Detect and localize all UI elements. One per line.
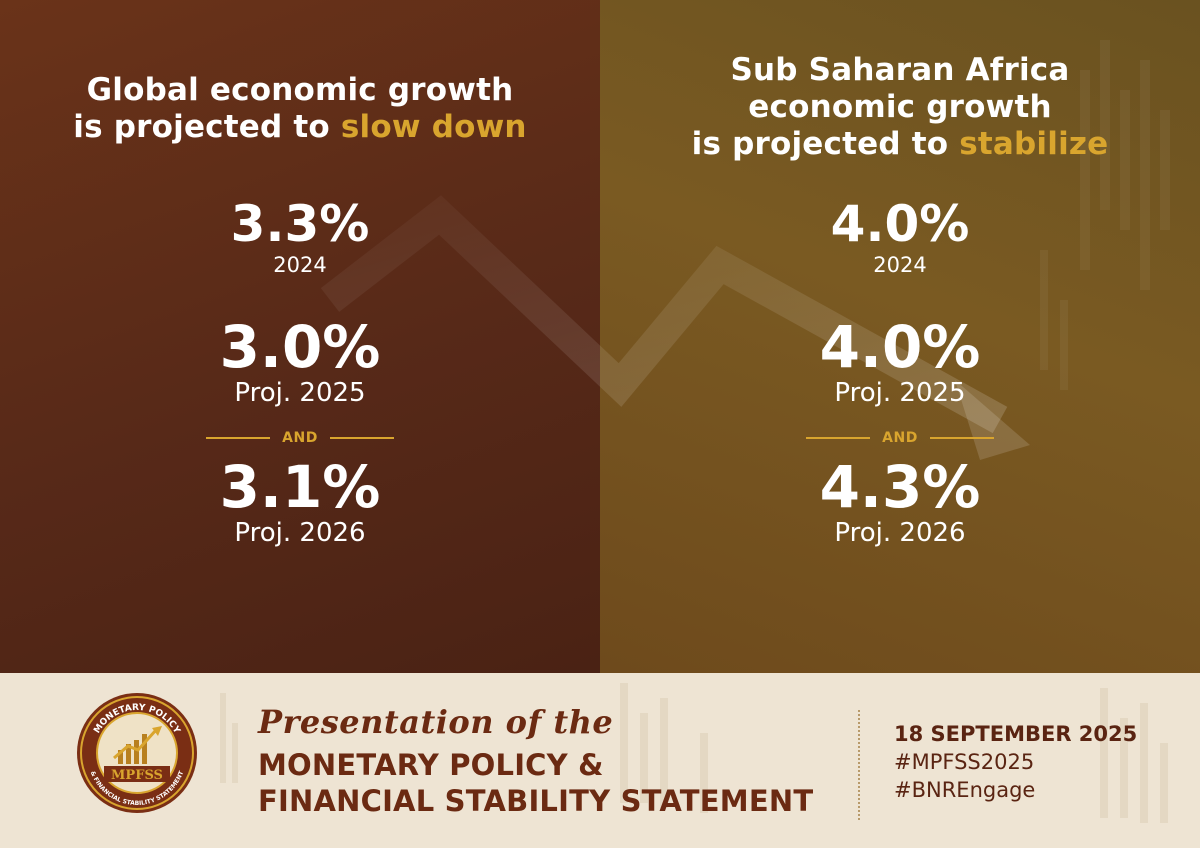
left-heading-line2: is projected to slow down xyxy=(0,109,600,146)
left-stat-2026: 3.1% Proj. 2026 xyxy=(0,456,600,548)
hashtag-mpfss: #MPFSS2025 xyxy=(894,750,1035,774)
right-stat-2026: 4.3% Proj. 2026 xyxy=(600,456,1200,548)
right-heading-line3: is projected to stabilize xyxy=(600,126,1200,163)
right-stat-2024: 4.0% 2024 xyxy=(600,196,1200,278)
stat-label: Proj. 2025 xyxy=(834,378,966,408)
left-stat-2024: 3.3% 2024 xyxy=(0,196,600,278)
left-heading-highlight: slow down xyxy=(340,109,527,145)
left-and-separator: AND xyxy=(0,430,600,446)
stat-value: 4.0% xyxy=(830,195,970,253)
presentation-script-title: Presentation of the xyxy=(258,703,614,741)
left-heading-prefix: is projected to xyxy=(73,109,341,145)
stat-label: Proj. 2026 xyxy=(834,518,966,548)
stat-label: Proj. 2025 xyxy=(234,378,366,408)
left-heading: Global economic growth is projected to s… xyxy=(0,72,600,146)
right-and-separator: AND xyxy=(600,430,1200,446)
stat-value: 4.0% xyxy=(819,313,981,381)
separator-line xyxy=(329,437,394,439)
right-heading-line1: Sub Saharan Africa xyxy=(730,52,1070,88)
stat-value: 4.3% xyxy=(819,453,981,521)
right-heading-prefix: is projected to xyxy=(691,126,960,162)
right-stat-2025: 4.0% Proj. 2025 xyxy=(600,316,1200,408)
footer-banner xyxy=(0,673,1200,848)
statement-title-line2: FINANCIAL STABILITY STATEMENT xyxy=(258,784,814,818)
footer-divider xyxy=(858,710,860,820)
right-heading: Sub Saharan Africa economic growth is pr… xyxy=(600,52,1200,163)
stat-value: 3.1% xyxy=(219,453,381,521)
separator-line xyxy=(929,437,994,439)
logo-chart-icon xyxy=(118,734,147,764)
stat-label: Proj. 2026 xyxy=(234,518,366,548)
stat-value: 3.0% xyxy=(219,313,381,381)
footer-texture xyxy=(220,683,1168,823)
separator-line xyxy=(806,437,871,439)
stat-label: 2024 xyxy=(873,253,927,277)
and-label: AND xyxy=(282,430,318,446)
left-stat-2025: 3.0% Proj. 2025 xyxy=(0,316,600,408)
event-date: 18 SEPTEMBER 2025 xyxy=(894,722,1138,746)
stat-value: 3.3% xyxy=(230,195,370,253)
right-heading-highlight: stabilize xyxy=(959,126,1109,162)
left-heading-line1: Global economic growth xyxy=(86,72,514,108)
stat-label: 2024 xyxy=(273,253,327,277)
logo-text-center: MPFSS xyxy=(111,768,163,783)
statement-title-line1: MONETARY POLICY & xyxy=(258,748,604,782)
separator-line xyxy=(206,437,271,439)
and-label: AND xyxy=(882,430,918,446)
right-heading-line2: economic growth xyxy=(748,89,1052,125)
mpfss-logo: MONETARY POLICY MPFSS & FINANCIAL STABIL… xyxy=(77,693,197,813)
hashtag-bnrengage: #BNREngage xyxy=(894,778,1036,802)
